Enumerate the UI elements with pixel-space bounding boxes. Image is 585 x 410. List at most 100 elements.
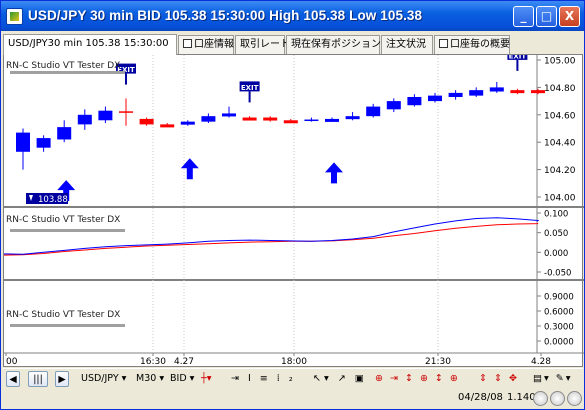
tab-label: 口座情報 bbox=[194, 39, 234, 50]
label-underline bbox=[10, 71, 125, 74]
osc-main-line bbox=[4, 217, 540, 255]
tab-rates[interactable]: 取引レート bbox=[235, 35, 290, 54]
indicator-label-osc1: RN-C Studio VT Tester DX bbox=[6, 215, 121, 225]
tab-orders[interactable]: 注文状況 bbox=[381, 35, 433, 54]
candle-body bbox=[386, 101, 401, 110]
candle-body bbox=[345, 116, 360, 120]
buy-arrow-icon bbox=[57, 180, 76, 202]
candle-body bbox=[428, 95, 442, 102]
candle-body bbox=[180, 121, 195, 125]
osc1-tick-label: 0.100 bbox=[544, 210, 568, 220]
status-date: 04/28/08 bbox=[458, 392, 503, 403]
tab-label: 取引レート bbox=[240, 39, 290, 50]
tab-account-info[interactable]: 口座情報 bbox=[178, 35, 234, 54]
tab-label: USD/JPY30 min 105.38 15:30:00 bbox=[8, 38, 169, 49]
scroll-right-button[interactable]: ▶ bbox=[55, 371, 69, 387]
candle-body bbox=[531, 90, 545, 94]
candle-body bbox=[16, 132, 30, 152]
osc-signal-line bbox=[4, 222, 539, 256]
candle-body bbox=[448, 92, 463, 97]
status-value: 1.1400 bbox=[507, 392, 542, 403]
indicator-label-osc2: RN-C Studio VT Tester DX bbox=[6, 310, 121, 320]
candle-body bbox=[77, 114, 92, 125]
price-chart[interactable]: EXIT EXIT EXIT 103.88 105.00 104.80 104.60 104… bbox=[4, 55, 584, 368]
price-tick-label: 104.00 bbox=[544, 194, 576, 204]
settings-icon[interactable] bbox=[567, 391, 582, 406]
refresh-icon[interactable] bbox=[533, 391, 548, 406]
osc1-tick-label: -0.050 bbox=[544, 269, 571, 279]
time-tick-label: 4.28 bbox=[531, 357, 551, 367]
maximize-button[interactable]: □ bbox=[536, 6, 557, 27]
zoom-tools[interactable]: ⊕ ⇥ ↕ ⊕ ↕ ⊕ bbox=[375, 373, 460, 384]
candle-body bbox=[222, 113, 236, 117]
exit-marker bbox=[239, 81, 260, 92]
tab-strip: USD/JPY30 min 105.38 15:30:00 口座情報 取引レート… bbox=[3, 34, 583, 55]
exit-marker bbox=[507, 55, 528, 60]
buy-arrow-icon bbox=[325, 162, 343, 184]
osc2-tick-label: 0.3000 bbox=[544, 323, 574, 333]
price-tick-label: 105.00 bbox=[544, 57, 576, 67]
cursor-tools[interactable]: ↖▾ ↗ ▣ bbox=[313, 373, 367, 384]
candle-body bbox=[366, 106, 381, 117]
app-icon bbox=[6, 8, 23, 25]
chart-type-icon[interactable]: ┼▾ bbox=[201, 373, 212, 384]
exit-label: EXIT bbox=[241, 84, 259, 92]
candle-body bbox=[139, 118, 154, 125]
chart-toolbar: ◀ ||| ▶ USD/JPY ▾ M30 ▾ BID ▾ ┼▾ ⇥ Ι ≡ ⁞… bbox=[3, 368, 583, 388]
connection-icon[interactable] bbox=[550, 391, 565, 406]
candle-body bbox=[510, 90, 525, 94]
exit-marker bbox=[116, 63, 136, 74]
exit-label: EXIT bbox=[117, 66, 135, 74]
candle-body bbox=[242, 117, 257, 121]
checkbox-icon[interactable] bbox=[183, 39, 192, 48]
osc2-tick-label: 0.0000 bbox=[544, 338, 574, 348]
price-marker-arrow-icon bbox=[29, 195, 33, 201]
buy-arrow-icon bbox=[180, 158, 199, 180]
price-tick-label: 104.40 bbox=[544, 139, 576, 149]
tab-account-summary[interactable]: 口座毎の概要 bbox=[434, 35, 510, 54]
status-bar: 04/28/08 1.1400 bbox=[3, 390, 583, 408]
time-tick-label: 00 bbox=[6, 357, 18, 367]
exit-label: EXIT bbox=[509, 55, 527, 60]
price-tick-label: 104.60 bbox=[544, 111, 576, 121]
candle-body bbox=[263, 117, 278, 121]
tab-label: 現在保有ポジション bbox=[291, 39, 381, 50]
candle-body bbox=[283, 120, 298, 124]
price-tick-label: 104.80 bbox=[544, 84, 576, 94]
settings-tools[interactable]: ▤▾ ✎▾ bbox=[533, 373, 573, 384]
candle-body bbox=[57, 127, 72, 140]
candle-body bbox=[98, 110, 113, 121]
symbol-dropdown[interactable]: USD/JPY ▾ bbox=[81, 373, 127, 384]
price-marker-box bbox=[26, 193, 68, 204]
time-tick-label: 4.27 bbox=[174, 357, 194, 367]
tab-positions[interactable]: 現在保有ポジション bbox=[286, 35, 381, 54]
scroll-bar[interactable]: ||| bbox=[28, 371, 48, 387]
osc1-tick-label: 0.000 bbox=[544, 249, 568, 259]
chart-area[interactable]: EXIT EXIT EXIT 103.88 105.00 104.80 104.60 104… bbox=[3, 54, 584, 368]
candle-body bbox=[201, 116, 216, 122]
candle-body bbox=[325, 118, 339, 122]
scroll-left-button[interactable]: ◀ bbox=[6, 371, 20, 387]
tab-label: 注文状況 bbox=[386, 39, 426, 50]
drawing-tools[interactable]: ⇥ Ι ≡ ⁞ ₂ bbox=[231, 373, 296, 384]
label-underline bbox=[10, 324, 125, 327]
side-dropdown[interactable]: BID ▾ bbox=[170, 373, 195, 384]
candle-body bbox=[160, 124, 175, 128]
time-tick-label: 18:00 bbox=[281, 357, 307, 367]
osc1-tick-label: 0.050 bbox=[544, 229, 568, 239]
candle-body bbox=[469, 90, 484, 96]
minimize-button[interactable]: _ bbox=[513, 6, 534, 27]
scroll-tools[interactable]: ⇕ ⇕ ✥ bbox=[479, 373, 519, 384]
window-title: USD/JPY 30 min BID 105.38 15:30:00 High … bbox=[28, 8, 423, 23]
time-tick-label: 16:30 bbox=[140, 357, 166, 367]
close-button[interactable]: X bbox=[559, 6, 580, 27]
indicator-label-main: RN-C Studio VT Tester DX bbox=[6, 61, 121, 71]
osc2-tick-label: 0.9000 bbox=[544, 293, 574, 303]
tab-chart[interactable]: USD/JPY30 min 105.38 15:30:00 bbox=[3, 34, 177, 55]
timeframe-dropdown[interactable]: M30 ▾ bbox=[136, 373, 165, 384]
checkbox-icon[interactable] bbox=[439, 39, 448, 48]
candle-body bbox=[407, 96, 422, 106]
title-bar[interactable]: USD/JPY 30 min BID 105.38 15:30:00 High … bbox=[1, 1, 584, 31]
osc2-tick-label: 0.6000 bbox=[544, 308, 574, 318]
candle-body bbox=[36, 138, 51, 148]
